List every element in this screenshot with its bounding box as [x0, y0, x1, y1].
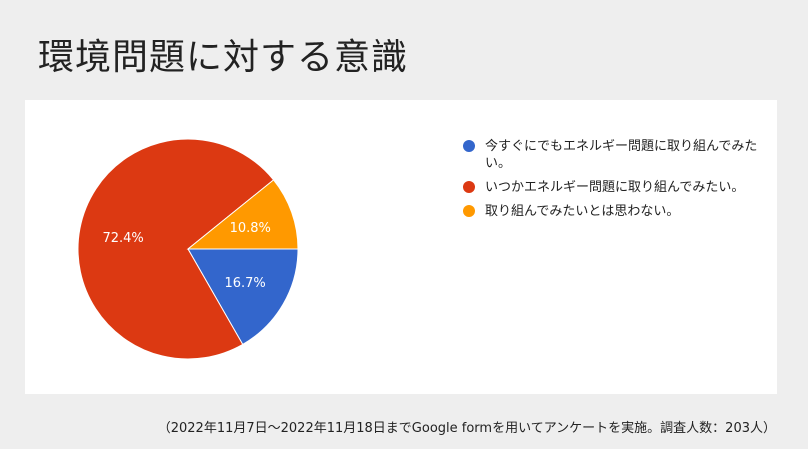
- pie-chart: 16.7% 72.4% 10.8%: [77, 138, 299, 360]
- pie-slice-0: [187, 248, 299, 346]
- pie-slice-label-2: 10.8%: [230, 221, 271, 236]
- legend-item-2: 取り組んでみたいとは思わない。: [463, 203, 763, 220]
- legend-label: 取り組んでみたいとは思わない。: [485, 204, 680, 219]
- legend-label: 今すぐにでもエネルギー問題に取り組んでみたい。: [485, 139, 758, 171]
- pie-slice-1: [77, 138, 275, 360]
- chart-legend: 今すぐにでもエネルギー問題に取り組んでみたい。いつかエネルギー問題に取り組んでみ…: [463, 138, 763, 227]
- legend-label: いつかエネルギー問題に取り組んでみたい。: [485, 180, 745, 195]
- legend-dot-icon: [463, 140, 475, 152]
- chart-panel: 16.7% 72.4% 10.8% 今すぐにでもエネルギー問題に取り組んでみたい。い…: [25, 100, 777, 394]
- pie-slice-label-0: 16.7%: [224, 276, 265, 291]
- legend-dot-icon: [463, 205, 475, 217]
- page-title: 環境問題に対する意識: [38, 37, 409, 78]
- legend-dot-icon: [463, 181, 475, 193]
- pie-slice-2: [186, 179, 299, 250]
- survey-footnote: （2022年11月7日〜2022年11月18日までGoogle formを用いて…: [157, 421, 776, 436]
- legend-item-0: 今すぐにでもエネルギー問題に取り組んでみたい。: [463, 138, 763, 172]
- pie-slice-label-1: 72.4%: [102, 231, 143, 246]
- legend-item-1: いつかエネルギー問題に取り組んでみたい。: [463, 179, 763, 196]
